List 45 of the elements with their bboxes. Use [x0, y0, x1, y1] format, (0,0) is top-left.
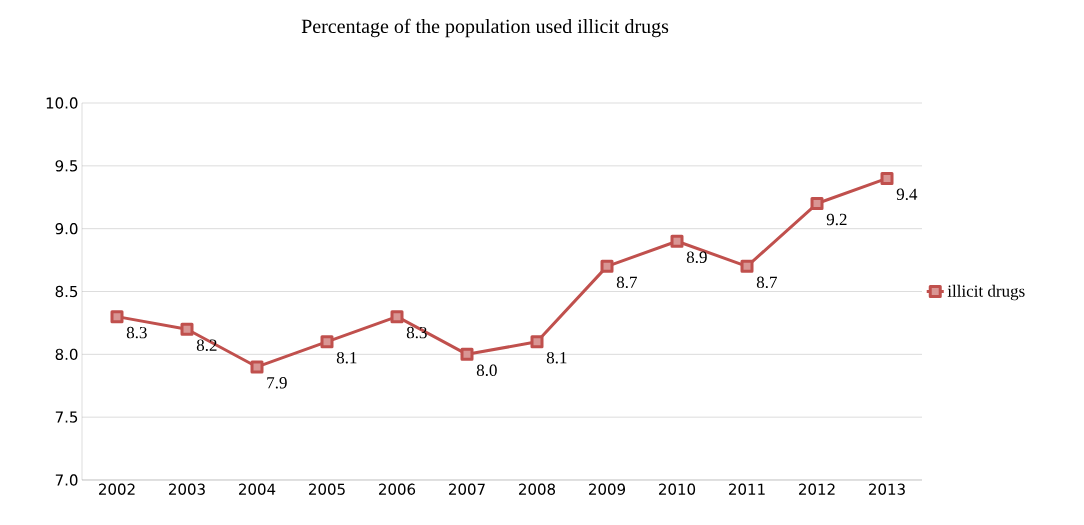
y-tick-label: 10.0	[46, 97, 78, 109]
data-label: 8.1	[546, 351, 567, 364]
data-label: 8.1	[336, 351, 357, 364]
point	[180, 322, 194, 336]
point	[250, 360, 264, 374]
data-label: 8.7	[756, 276, 777, 289]
point	[320, 335, 334, 349]
chart-title: Percentage of the population used illicit drugs	[301, 18, 669, 38]
point	[530, 335, 544, 349]
legend-label: illicit drugs	[947, 284, 1025, 301]
y-tick-label: 9.0	[55, 222, 78, 235]
x-tick-label: 2008	[519, 483, 556, 495]
x-tick-label: 2011	[729, 483, 765, 495]
x-tick-label: 2012	[799, 483, 835, 495]
x-tick-label: 2006	[379, 483, 416, 495]
data-label: 8.2	[196, 339, 217, 351]
point	[670, 234, 684, 248]
x-tick-label: 2002	[99, 483, 135, 495]
point	[810, 197, 824, 211]
data-label: 8.3	[126, 326, 147, 339]
point	[390, 310, 404, 324]
data-label: 9.4	[896, 188, 918, 201]
x-tick-label: 2003	[169, 483, 205, 495]
point	[880, 171, 894, 185]
y-tick-label: 7.5	[55, 411, 78, 423]
y-tick-label: 9.5	[55, 160, 78, 172]
data-label: 9.2	[826, 213, 847, 226]
point	[460, 347, 474, 361]
x-tick-label: 2013	[869, 483, 905, 495]
data-label: 7.9	[267, 377, 287, 389]
x-tick-label: 2009	[589, 483, 626, 495]
y-tick-label: 7.0	[55, 474, 78, 486]
x-tick-label: 2007	[449, 483, 485, 495]
data-label: 8.3	[406, 326, 427, 339]
y-tick-label: 8.5	[55, 285, 78, 298]
point	[110, 310, 124, 324]
data-label: 8.9	[686, 251, 707, 263]
point	[740, 259, 754, 273]
point	[600, 259, 614, 273]
y-tick-label: 8.0	[55, 348, 78, 361]
data-label: 8.7	[616, 276, 637, 289]
x-tick-label: 2004	[239, 483, 276, 495]
data-label: 8.0	[476, 364, 497, 377]
x-tick-label: 2005	[309, 483, 345, 495]
x-tick-label: 2010	[659, 483, 696, 495]
